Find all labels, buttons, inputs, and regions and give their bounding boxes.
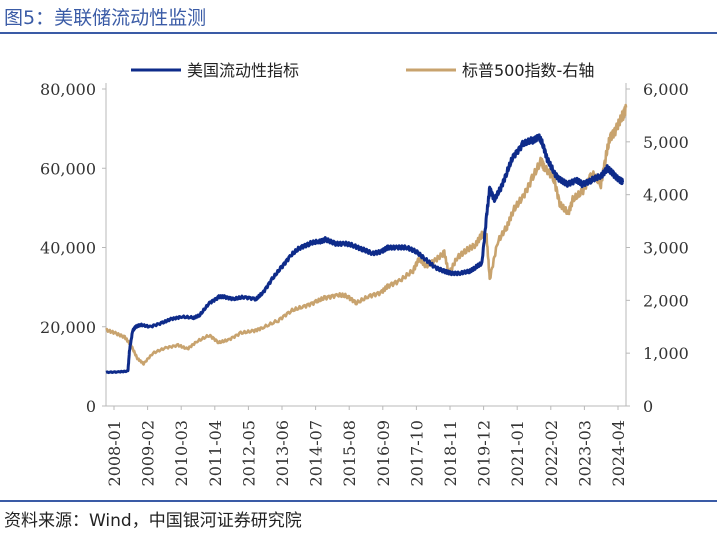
source-note: 资料来源：Wind，中国银河证券研究院 — [4, 511, 302, 531]
x-tick-label: 2013-06 — [273, 420, 292, 486]
y-right-tick-label: 2,000 — [643, 291, 689, 310]
x-tick-label: 2023-03 — [575, 420, 594, 486]
legend-liquidity-label: 美国流动性指标 — [187, 61, 299, 80]
y-left-tick-label: 60,000 — [40, 159, 96, 178]
y-left-tick-label: 20,000 — [40, 318, 96, 337]
legend-sp500-label: 标普500指数-右轴 — [462, 61, 594, 80]
x-tick-label: 2017-10 — [407, 420, 426, 486]
x-tick-label: 2021-01 — [508, 420, 527, 486]
y-right-tick-label: 1,000 — [643, 344, 689, 363]
x-tick-label: 2016-09 — [374, 420, 393, 486]
y-left-tick-label: 80,000 — [40, 80, 96, 99]
y-left-tick-label: 0 — [86, 397, 96, 416]
y-right-tick-label: 0 — [643, 397, 653, 416]
x-tick-label: 2014-07 — [307, 420, 326, 486]
liquidity-line — [105, 133, 625, 375]
y-right-tick-label: 6,000 — [643, 80, 689, 99]
x-tick-label: 2011-04 — [206, 420, 225, 486]
x-tick-label: 2008-01 — [105, 420, 124, 486]
x-tick-label: 2012-05 — [239, 420, 258, 486]
y-right-tick-label: 5,000 — [643, 133, 689, 152]
title-divider — [0, 32, 717, 34]
x-tick-label: 2019-12 — [475, 420, 494, 486]
y-right-tick-label: 4,000 — [643, 186, 689, 205]
x-tick-label: 2018-11 — [441, 420, 460, 486]
x-tick-label: 2015-08 — [340, 420, 359, 486]
x-tick-label: 2024-04 — [609, 420, 628, 486]
x-tick-label: 2010-03 — [172, 420, 191, 486]
x-tick-label: 2009-02 — [139, 420, 158, 486]
sp500-line — [105, 103, 628, 366]
source-divider — [0, 500, 717, 502]
x-tick-label: 2022-02 — [542, 420, 561, 486]
y-right-tick-label: 3,000 — [643, 239, 689, 258]
y-left-tick-label: 40,000 — [40, 239, 96, 258]
figure-title: 图5：美联储流动性监测 — [4, 7, 207, 29]
